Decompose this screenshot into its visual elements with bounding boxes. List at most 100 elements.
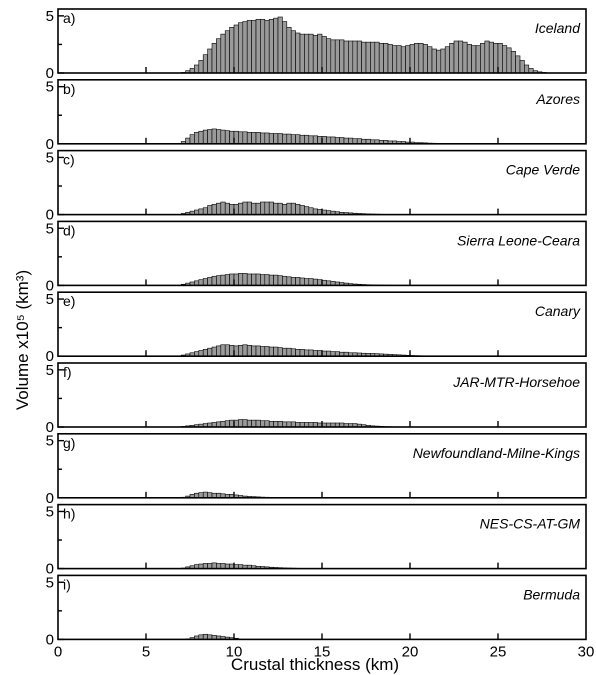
histogram-bar [290, 277, 296, 286]
histogram-bar [295, 134, 301, 145]
histogram-bar [202, 349, 208, 357]
histogram-bar [238, 131, 244, 145]
histogram-bar [277, 202, 283, 215]
histogram-bar [506, 47, 512, 74]
x-axis: 0 5 10 15 20 25 30 [54, 643, 595, 660]
histogram-bar [462, 41, 468, 74]
histogram-bar [273, 133, 279, 145]
y-axis-label: Volume x10⁵ (km³) [13, 270, 32, 410]
histogram-bar [304, 206, 310, 215]
histogram-bar [343, 137, 349, 145]
histogram-bar [312, 208, 318, 215]
panel-title: JAR-MTR-Horsehoe [452, 374, 580, 390]
histogram-bar [524, 64, 530, 74]
panel-letter: e) [63, 293, 75, 309]
histogram-bar [308, 278, 314, 286]
histogram-bar [348, 137, 354, 145]
histogram-bar [282, 21, 288, 74]
panel-letter: g) [63, 435, 75, 451]
histogram-bar [326, 136, 332, 145]
histogram-bar [198, 130, 204, 145]
histogram-bar [268, 201, 274, 215]
histogram-bar [224, 30, 230, 74]
histogram-bar [273, 202, 279, 215]
y-tick-label: 0 [46, 561, 54, 578]
panel-frame [57, 149, 587, 216]
histogram-bar [334, 39, 340, 74]
histogram-bar [207, 48, 213, 74]
histogram-bar [264, 20, 270, 74]
histogram-bar [220, 129, 226, 145]
x-tick-label: 20 [402, 643, 419, 660]
histogram-bar [299, 205, 305, 215]
histogram-bar [251, 20, 257, 74]
histogram-bar [220, 344, 226, 357]
x-axis-label: Crustal thickness (km) [231, 655, 399, 674]
histogram-bar [211, 42, 217, 74]
panel-c: 0 5 c) Cape Verde [46, 149, 587, 224]
histogram-bar [264, 201, 270, 215]
histogram-bar [488, 41, 494, 74]
histogram-bar [224, 420, 230, 428]
histogram-bar [418, 42, 424, 74]
panel-title: Newfoundland-Milne-Kings [413, 445, 580, 461]
histogram-bar [343, 40, 349, 74]
histogram-bar [260, 201, 266, 215]
histogram-bar [304, 278, 310, 286]
histogram-bar [216, 275, 222, 286]
histogram-bar [308, 135, 314, 145]
histogram-bar [246, 419, 252, 428]
y-tick-label: 5 [46, 8, 54, 25]
panel-letter: b) [63, 81, 75, 97]
histogram-bar [339, 137, 345, 145]
x-tick-label: 25 [490, 643, 507, 660]
histogram-bar [202, 207, 208, 215]
histogram-bar [260, 420, 266, 428]
y-tick-label: 0 [46, 631, 54, 648]
histogram-bar [251, 273, 257, 286]
histogram-bar [198, 279, 204, 286]
histogram-bar [238, 202, 244, 215]
histogram-bar [396, 45, 402, 74]
histogram-bar [330, 39, 336, 74]
histogram-bar [255, 419, 261, 428]
histogram-bar [202, 129, 208, 145]
histogram-bar [299, 134, 305, 145]
panel-g: 0 5 g) Newfoundland-Milne-Kings [46, 433, 587, 507]
histogram-bar [224, 344, 230, 357]
histogram-bar [255, 345, 261, 357]
panel-title: Cape Verde [506, 162, 580, 178]
histogram-bar [220, 33, 226, 74]
histogram-bar [224, 274, 230, 286]
panel-e: 0 5 e) Canary [46, 291, 587, 365]
histogram-bar [431, 48, 437, 74]
histogram-bar [519, 60, 525, 74]
histogram-bar [277, 133, 283, 145]
histogram-bar [295, 277, 301, 286]
histogram-bar [220, 420, 226, 428]
histogram-bar [299, 349, 305, 357]
histogram-bar [352, 40, 358, 74]
y-tick-label: 5 [46, 433, 54, 450]
y-tick-label: 5 [46, 574, 54, 591]
histogram-bar [277, 420, 283, 428]
histogram-bar [246, 132, 252, 145]
histogram-bar [282, 347, 288, 357]
histogram-bar [255, 273, 261, 286]
y-tick-label: 0 [46, 348, 54, 365]
histogram-bar [475, 45, 481, 74]
y-tick-label: 5 [46, 149, 54, 166]
panel-frame [57, 291, 587, 358]
panel-title: Azores [535, 91, 580, 107]
panel-letter: f) [63, 364, 72, 380]
histogram-bar [444, 46, 450, 74]
panel-a: 0 5 a) Iceland [46, 8, 587, 82]
histogram-bar [334, 137, 340, 145]
histogram-bar [211, 346, 217, 357]
histogram-bar [308, 207, 314, 215]
panel-title: Canary [535, 303, 581, 319]
histogram-bar [242, 419, 248, 428]
histogram-bar [286, 26, 292, 74]
histogram-bar [251, 419, 257, 428]
